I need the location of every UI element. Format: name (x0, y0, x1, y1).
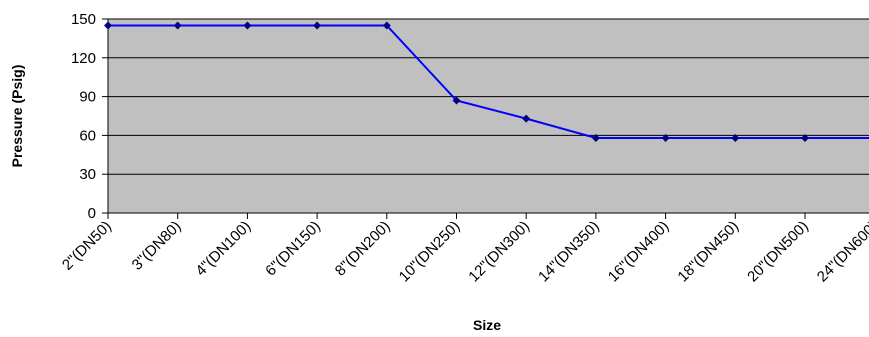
data-point-marker (382, 21, 391, 30)
x-tick-label: 2"(DN50) (59, 218, 115, 274)
data-point-marker (104, 21, 112, 30)
y-tick-label: 150 (71, 11, 96, 28)
x-tick-label: 6"(DN150) (262, 218, 324, 280)
y-tick-label: 30 (79, 166, 96, 183)
x-tick-label: 14"(DN350) (535, 218, 603, 286)
x-tick-label: 4"(DN100) (192, 218, 254, 280)
data-point-marker (591, 133, 600, 142)
data-point-marker (452, 96, 461, 105)
y-tick-label: 60 (79, 127, 96, 144)
x-tick-label: 8"(DN200) (332, 218, 394, 280)
y-axis-title: Pressure (Psig) (9, 65, 25, 168)
x-tick-label: 18"(DN450) (674, 218, 742, 286)
data-point-marker (243, 21, 252, 30)
x-axis-title: Size (473, 317, 501, 333)
x-tick-label: 16"(DN400) (605, 218, 673, 286)
x-tick-label: 20"(DN500) (744, 218, 812, 286)
axes (102, 18, 869, 219)
x-tick-label: 12"(DN300) (465, 218, 533, 286)
x-tick-label: 24"(DN600) (814, 218, 869, 286)
x-tick-label: 10"(DN250) (396, 218, 464, 286)
y-tick-label: 0 (88, 205, 96, 222)
gridlines (108, 18, 869, 175)
data-point-marker (313, 21, 322, 30)
data-point-marker (522, 114, 531, 123)
series-layer (104, 21, 869, 142)
plot-area (108, 19, 869, 213)
y-tick-label: 90 (79, 89, 96, 106)
x-tick-label: 3"(DN80) (129, 218, 185, 274)
data-point-marker (661, 133, 670, 142)
y-tick-label: 120 (71, 50, 96, 67)
data-point-marker (731, 133, 740, 142)
data-point-marker (173, 21, 182, 30)
data-point-marker (801, 133, 809, 142)
